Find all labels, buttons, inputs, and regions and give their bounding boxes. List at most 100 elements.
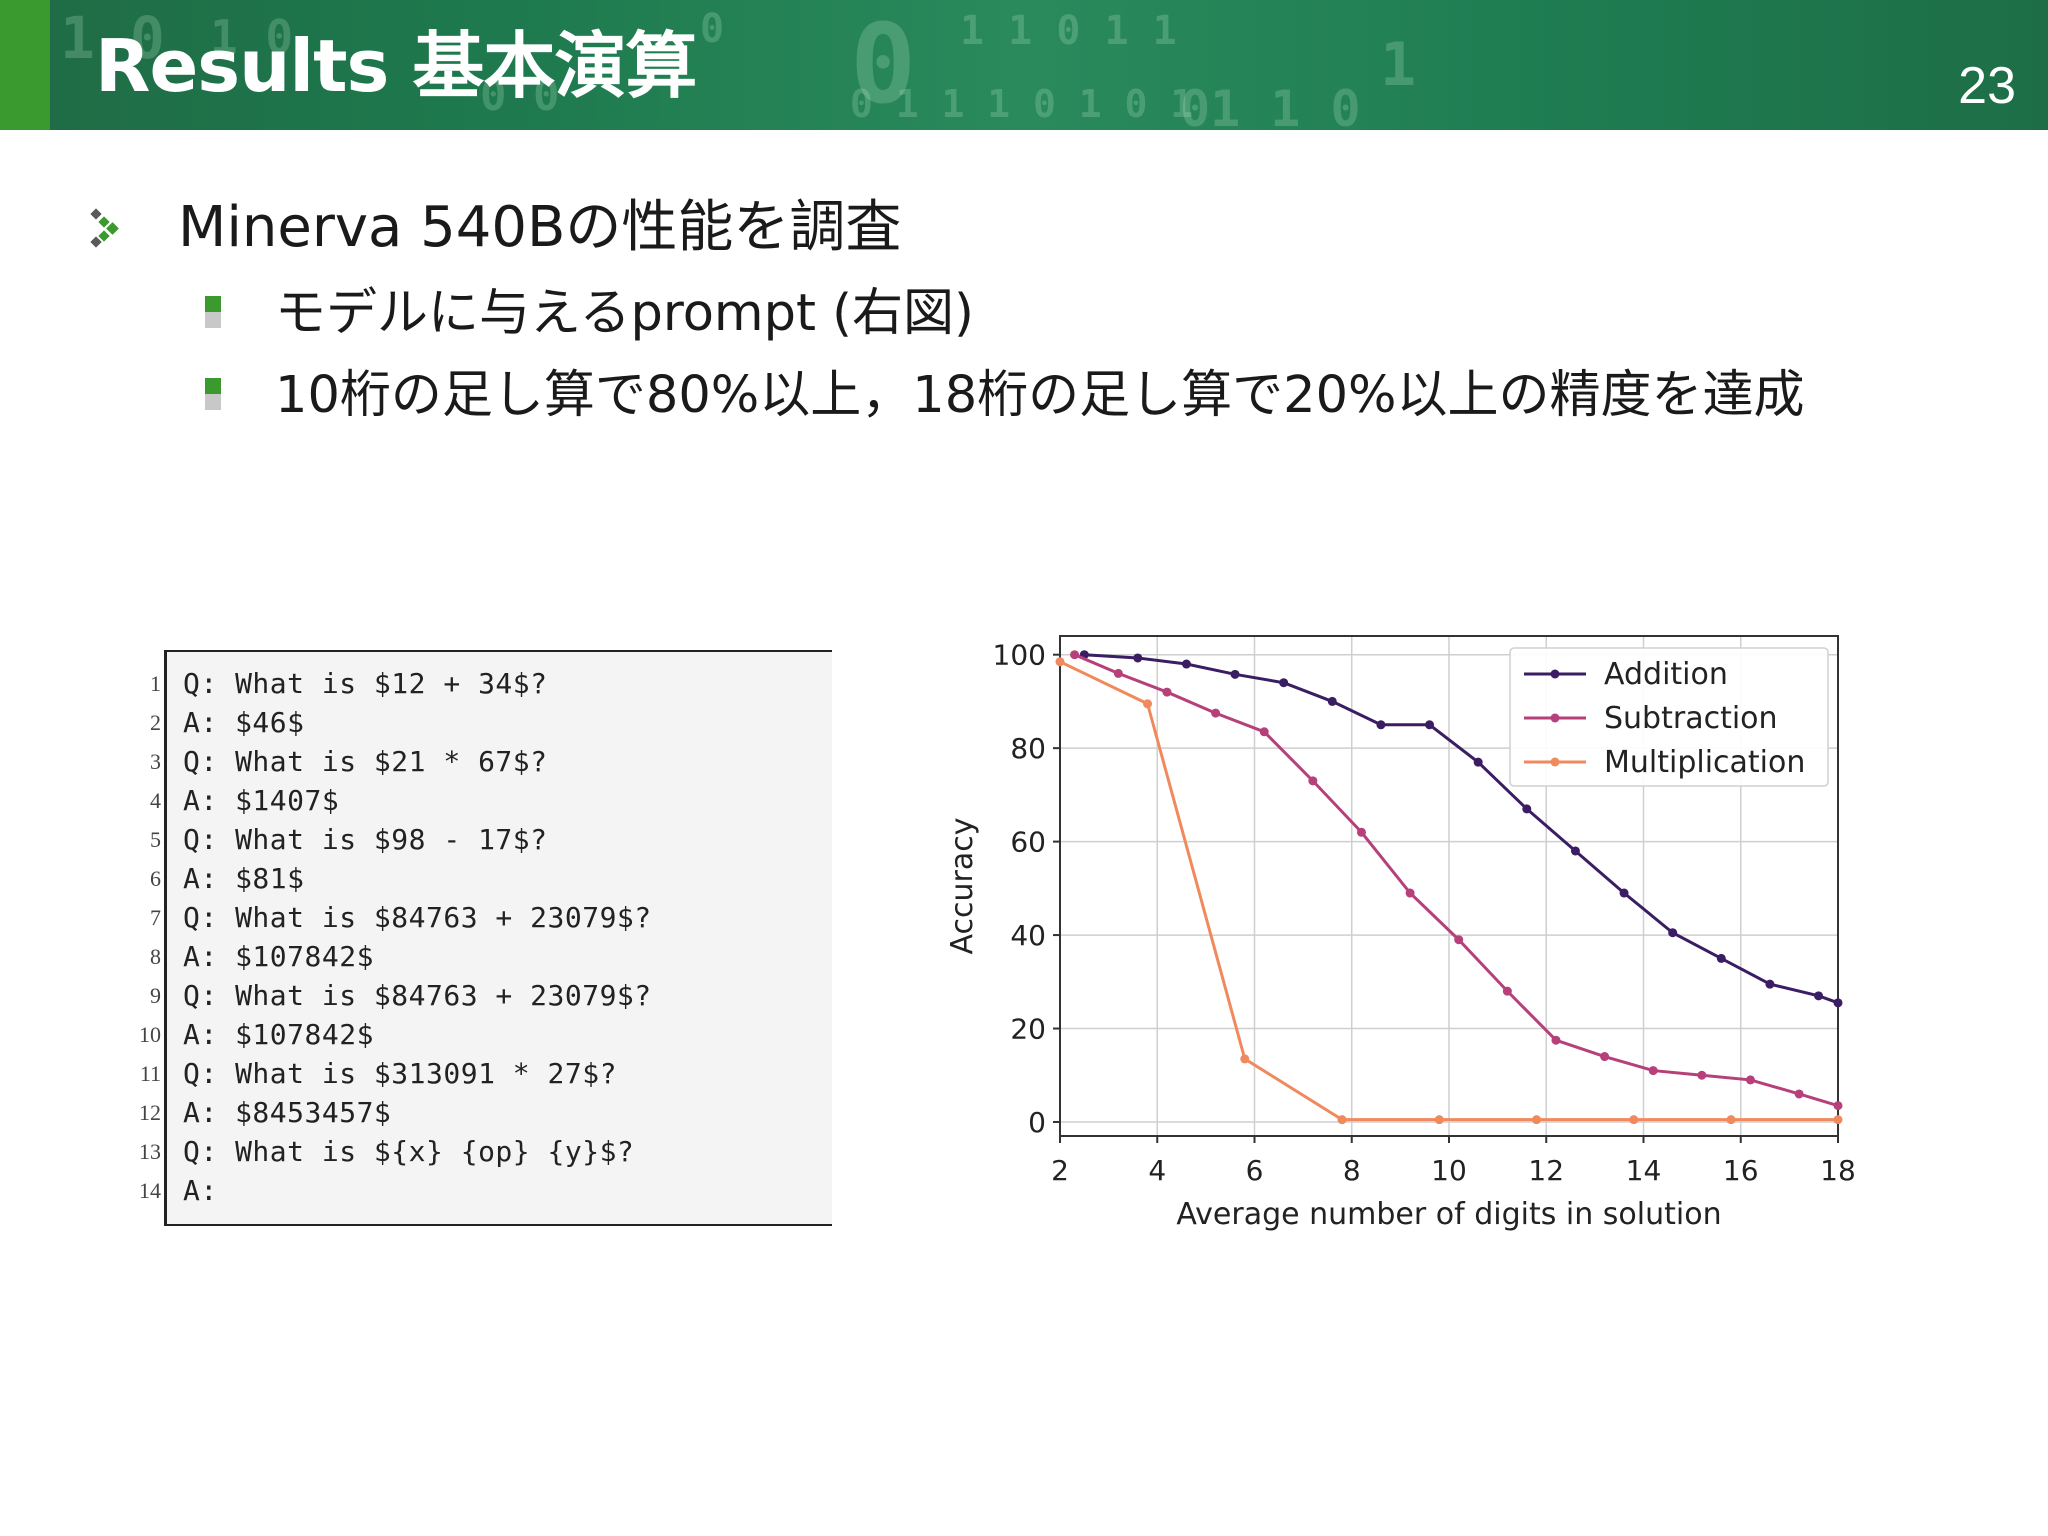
prompt-code-panel: 1 Q: What is $12 + 34$? 2 A: $46$ 3 Q: What i… (139, 650, 835, 1226)
data-point (1240, 1054, 1250, 1064)
bullet-level2-accuracy: 10桁の足し算で80%以上，18桁の足し算で20%以上の精度を達成 (275, 366, 1805, 425)
data-point (1308, 776, 1318, 786)
code-line-text: A: $46$ (183, 706, 305, 739)
x-tick-label: 10 (1431, 1154, 1467, 1187)
code-line-number: 8 (150, 944, 161, 969)
code-line-text: Q: What is $313091 * 27$? (183, 1057, 617, 1090)
slide-title: Results 基本演算 (95, 24, 697, 108)
code-line-number: 3 (150, 749, 161, 774)
code-line: 1 Q: What is $12 + 34$? (150, 664, 835, 703)
code-line-text: Q: What is ${x} {op} {y}$? (183, 1135, 635, 1168)
code-line: 8 A: $107842$ (150, 937, 835, 976)
code-line-number: 1 (150, 671, 161, 696)
code-line-number: 5 (150, 827, 161, 852)
data-point (1070, 650, 1080, 660)
legend-label: Addition (1604, 657, 1728, 692)
data-point (1765, 979, 1775, 989)
data-point (1794, 1089, 1804, 1099)
data-point (1133, 653, 1143, 663)
data-point (1327, 696, 1337, 706)
x-tick-label: 4 (1148, 1154, 1166, 1187)
x-tick-label: 12 (1528, 1154, 1564, 1187)
legend-swatch-marker (1550, 713, 1560, 723)
y-tick-label: 60 (1010, 826, 1046, 859)
data-point (1629, 1115, 1639, 1125)
code-line-text: A: $1407$ (183, 784, 340, 817)
code-line-text: Q: What is $84763 + 23079$? (183, 979, 652, 1012)
y-tick-label: 80 (1010, 732, 1046, 765)
square-bullet-icon (205, 378, 221, 410)
data-point (1143, 699, 1153, 709)
data-point (1113, 668, 1123, 678)
data-point (1279, 678, 1289, 688)
bullet-level1: Minerva 540Bの性能を調査 (178, 195, 902, 260)
code-line: 3 Q: What is $21 * 67$? (150, 742, 835, 781)
code-line-number: 2 (150, 710, 161, 735)
data-point (1532, 1115, 1542, 1125)
data-point (1259, 727, 1269, 737)
data-point (1833, 1101, 1843, 1111)
data-point (1570, 846, 1580, 856)
x-axis-label: Average number of digits in solution (1176, 1197, 1721, 1232)
y-tick-label: 20 (1010, 1013, 1046, 1046)
x-tick-label: 16 (1723, 1154, 1759, 1187)
data-point (1230, 669, 1240, 679)
legend-swatch-marker (1550, 669, 1560, 679)
data-point (1425, 720, 1435, 730)
legend-label: Multiplication (1604, 745, 1805, 780)
code-line: 10 A: $107842$ (139, 1015, 835, 1054)
y-tick-label: 0 (1028, 1106, 1046, 1139)
data-point (1648, 1066, 1658, 1076)
data-point (1162, 687, 1172, 697)
code-line-number: 14 (139, 1178, 161, 1203)
code-line-number: 6 (150, 866, 161, 891)
code-line-text: A: $81$ (183, 862, 305, 895)
x-tick-label: 2 (1051, 1154, 1069, 1187)
data-point (1181, 659, 1191, 669)
arrow-bullet-icon (90, 208, 119, 248)
code-line: 12 A: $8453457$ (139, 1093, 835, 1132)
code-line-text: Q: What is $12 + 34$? (183, 667, 548, 700)
data-point (1473, 757, 1483, 767)
data-point (1337, 1115, 1347, 1125)
data-point (1502, 986, 1512, 996)
data-point (1211, 708, 1221, 718)
code-line-text: A: $8453457$ (183, 1096, 392, 1129)
data-point (1619, 888, 1629, 898)
binary-background-decoration: 1 0 1 0 0 0 0 0 1 1 0 1 1 0 1 1 1 0 1 0 … (60, 0, 1417, 130)
data-point (1726, 1115, 1736, 1125)
code-line: 5 Q: What is $98 - 17$? (150, 820, 835, 859)
data-point (1434, 1115, 1444, 1125)
code-line: 11 Q: What is $313091 * 27$? (140, 1054, 835, 1093)
slide-header: 1 0 1 0 0 0 0 0 1 1 0 1 1 0 1 1 1 0 1 0 … (0, 0, 2048, 130)
data-point (1745, 1075, 1755, 1085)
x-tick-label: 18 (1820, 1154, 1856, 1187)
x-tick-label: 6 (1246, 1154, 1264, 1187)
data-point (1833, 1115, 1843, 1125)
y-tick-label: 100 (993, 639, 1046, 672)
data-point (1697, 1070, 1707, 1080)
code-line-number: 10 (139, 1022, 161, 1047)
data-point (1833, 998, 1843, 1008)
data-point (1356, 827, 1366, 837)
y-axis-label: Accuracy (945, 818, 980, 955)
x-tick-label: 14 (1626, 1154, 1662, 1187)
page-number: 23 (1958, 57, 2016, 115)
y-tick-label: 40 (1010, 919, 1046, 952)
data-point (1376, 720, 1386, 730)
code-line: 9 Q: What is $84763 + 23079$? (150, 976, 835, 1015)
legend-swatch-marker (1550, 757, 1560, 767)
code-line: 6 A: $81$ (150, 859, 835, 898)
data-point (1522, 804, 1532, 814)
code-line-text: A: (183, 1174, 218, 1207)
data-point (1551, 1035, 1561, 1045)
header-accent-bar (0, 0, 50, 130)
code-line: 2 A: $46$ (150, 703, 835, 742)
code-line-text: Q: What is $21 * 67$? (183, 745, 548, 778)
data-point (1405, 888, 1415, 898)
chart-svg: 2 4 6 8 10 12 14 16 18 0 20 40 60 80 100 Average number… (945, 635, 1856, 1232)
code-line-number: 11 (139, 1061, 161, 1086)
data-point (1668, 928, 1678, 938)
code-line: 7 Q: What is $84763 + 23079$? (150, 898, 835, 937)
code-line-number: 4 (150, 788, 161, 813)
